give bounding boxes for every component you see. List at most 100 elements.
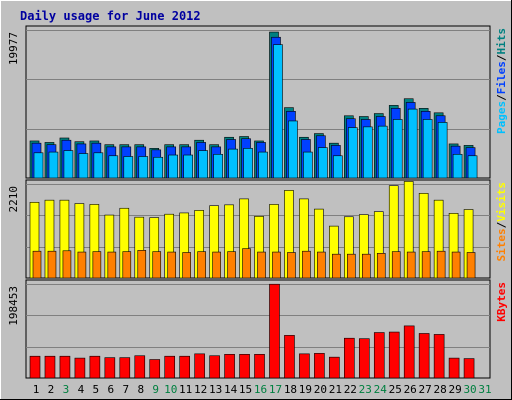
xtick-label: 19: [299, 383, 312, 396]
legend-item: Sites: [495, 228, 508, 261]
ytick-kbytes: 198453: [7, 286, 20, 326]
xtick-label: 7: [122, 383, 129, 396]
bar-pages: [273, 44, 283, 179]
bar-kbytes: [329, 356, 340, 379]
xtick-label: 5: [93, 383, 100, 396]
bar-kbytes: [418, 333, 430, 379]
bar-pages: [63, 150, 74, 179]
bar-sites: [391, 251, 401, 279]
bar-pages: [437, 122, 448, 179]
bar-pages: [48, 151, 59, 179]
xtick-label: 28: [434, 383, 447, 396]
legend-item: /: [495, 54, 508, 61]
bar-kbytes: [433, 334, 445, 379]
legend-item: Pages: [495, 101, 508, 134]
bar-pages: [303, 151, 313, 179]
bar-pages: [452, 153, 463, 179]
bar-pages: [348, 127, 358, 179]
bar-kbytes: [74, 357, 86, 379]
bar-sites: [287, 252, 296, 279]
bar-kbytes: [59, 355, 71, 379]
bar-pages: [392, 119, 403, 179]
bar-sites: [197, 251, 206, 279]
bar-pages: [93, 152, 104, 179]
bars-layer: [29, 31, 478, 379]
legend-item: Hits: [495, 28, 508, 55]
xtick-label: 26: [404, 383, 417, 396]
xtick-label: 25: [389, 383, 402, 396]
bar-sites: [47, 250, 57, 279]
bar-sites: [436, 250, 446, 279]
xtick-label: 14: [224, 383, 238, 396]
legend-item: KBytes: [495, 282, 508, 322]
bar-sites: [451, 251, 461, 279]
bar-kbytes: [269, 283, 280, 379]
x-axis-labels: 1 2 3 4 5 6 7 8 9 10 11 12 13 14 15 16 17 18 19 20 21 22 23 24 2…: [33, 383, 492, 396]
bar-sites: [347, 253, 356, 279]
legend-middle: Sites/Visits: [495, 182, 508, 262]
xtick-label: 20: [314, 383, 327, 396]
bar-sites: [466, 252, 476, 279]
xtick-label: 15: [239, 383, 252, 396]
bar-kbytes: [89, 355, 101, 379]
ytick-hits: 19977: [7, 32, 20, 65]
bar-sites: [152, 251, 162, 279]
bar-pages: [243, 148, 253, 179]
bar-pages: [108, 155, 119, 179]
xtick-label: 2: [48, 383, 55, 396]
bar-pages: [333, 155, 343, 179]
xtick-label: 1: [33, 383, 40, 396]
xtick-label: 17: [269, 383, 282, 396]
bar-kbytes: [254, 354, 265, 379]
xtick-label: 9: [152, 383, 159, 396]
bar-kbytes: [224, 354, 235, 379]
bar-kbytes: [104, 357, 116, 379]
bar-kbytes: [448, 357, 460, 379]
xtick-label: 10: [164, 383, 177, 396]
bar-sites: [332, 253, 341, 279]
bar-kbytes: [373, 332, 385, 379]
bar-sites: [137, 250, 147, 279]
legend-item: /: [495, 94, 508, 101]
legend-item: /: [495, 221, 508, 228]
bar-kbytes: [194, 353, 205, 379]
bar-pages: [138, 156, 149, 179]
xtick-label: 23: [359, 383, 372, 396]
bar-pages: [288, 120, 298, 179]
bar-kbytes: [164, 355, 176, 379]
bar-sites: [212, 251, 221, 279]
bar-kbytes: [358, 338, 370, 379]
bar-kbytes: [403, 325, 415, 379]
bar-sites: [32, 250, 42, 279]
bar-kbytes: [344, 337, 355, 379]
xtick-label: 4: [78, 383, 85, 396]
bar-sites: [77, 251, 87, 279]
bar-pages: [183, 154, 193, 179]
bar-sites: [122, 251, 132, 279]
xtick-label: 13: [209, 383, 222, 396]
bar-pages: [467, 155, 478, 179]
bar-pages: [213, 153, 223, 179]
bar-kbytes: [388, 331, 400, 379]
xtick-label: 18: [284, 383, 297, 396]
chart-title: Daily usage for June 2012: [20, 9, 201, 23]
legend-top: Pages/Files/Hits: [495, 28, 508, 134]
bar-kbytes: [179, 355, 190, 379]
bar-kbytes: [299, 353, 310, 379]
xtick-label: 29: [448, 383, 461, 396]
bar-pages: [407, 108, 418, 179]
bar-pages: [33, 152, 44, 179]
bar-pages: [123, 156, 134, 179]
bar-pages: [198, 150, 208, 179]
bar-sites: [317, 251, 326, 279]
bar-sites: [376, 253, 386, 279]
bar-sites: [242, 248, 251, 279]
bar-kbytes: [119, 357, 131, 379]
bar-sites: [62, 250, 72, 279]
bar-kbytes: [29, 355, 41, 379]
bar-kbytes: [44, 355, 56, 379]
bar-pages: [153, 156, 164, 179]
bar-pages: [78, 153, 89, 179]
xtick-label: 22: [344, 383, 357, 396]
